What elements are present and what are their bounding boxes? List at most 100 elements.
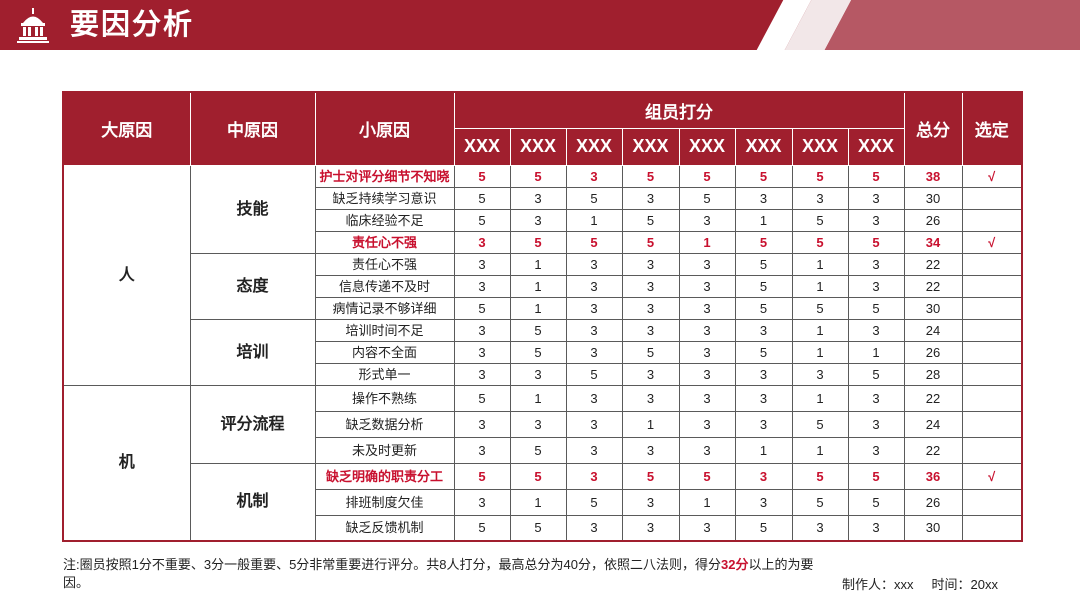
score-cell: 3 <box>678 208 736 232</box>
select-cell: √ <box>961 230 1023 254</box>
score-cell: 1 <box>791 340 849 364</box>
score-cell: 3 <box>565 514 623 542</box>
score-cell: 3 <box>678 384 736 412</box>
table-row: 缺乏持续学习意识 5 3 5 3 5 3 3 3 30 <box>63 186 1023 210</box>
score-cell: 5 <box>453 384 511 412</box>
mid-cause-cell: 评分流程 <box>189 384 316 464</box>
score-cell: 5 <box>791 488 849 516</box>
score-cell: 1 <box>678 488 736 516</box>
small-cause-cell: 排班制度欠佳 <box>314 488 455 516</box>
score-cell: 3 <box>678 362 736 386</box>
select-cell <box>961 274 1023 298</box>
score-cell: 3 <box>847 436 905 464</box>
small-cause-cell: 操作不熟练 <box>314 384 455 412</box>
score-cell: 1 <box>791 436 849 464</box>
select-cell <box>961 252 1023 276</box>
select-cell <box>961 186 1023 210</box>
table-row: 未及时更新 3 5 3 3 3 1 1 3 22 <box>63 436 1023 464</box>
small-cause-cell: 形式单一 <box>314 362 455 386</box>
header-select: 选定 <box>961 91 1023 166</box>
credit-line: 制作人：xxx 时间：20xx <box>842 574 998 593</box>
score-cell: 5 <box>509 164 567 188</box>
score-cell: 5 <box>453 186 511 210</box>
header-row: 大原因 中原因 小原因 组员打分 总分 选定 <box>62 91 1023 166</box>
score-cell: 1 <box>509 296 567 320</box>
small-cause-cell: 护士对评分细节不知晓 <box>314 164 455 188</box>
score-cell: 5 <box>678 462 736 490</box>
table-row: 机制 缺乏明确的职责分工 5 5 3 5 5 3 5 5 36 √ <box>63 462 1023 542</box>
score-cell: 5 <box>847 230 905 254</box>
table-row: 机评分流程 操作不熟练 5 1 3 3 3 3 1 3 22 <box>62 384 1023 542</box>
score-cell: 1 <box>791 274 849 298</box>
total-cell: 24 <box>903 410 963 438</box>
small-cause-cell: 缺乏明确的职责分工 <box>314 462 455 490</box>
footnote-text: 注:圈员按照1分不重要、3分一般重要、5分非常重要进行评分。共8人打分，最高总分… <box>63 557 721 572</box>
select-cell <box>961 384 1023 412</box>
score-cell: 5 <box>621 462 680 490</box>
score-cell: 3 <box>847 410 905 438</box>
footnote: 注:圈员按照1分不重要、3分一般重要、5分非常重要进行评分。共8人打分，最高总分… <box>63 556 823 592</box>
score-cell: 5 <box>565 230 623 254</box>
header-member: XXX <box>791 127 849 166</box>
score-cell: 3 <box>565 462 623 490</box>
big-cause-cell: 机 <box>62 384 191 542</box>
header-member: XXX <box>847 127 905 166</box>
score-cell: 5 <box>565 186 623 210</box>
score-cell: 1 <box>734 436 793 464</box>
score-cell: 3 <box>621 488 680 516</box>
score-cell: 5 <box>453 208 511 232</box>
score-cell: 3 <box>847 318 905 342</box>
total-cell: 30 <box>903 186 963 210</box>
table-row: 人技能 护士对评分细节不知晓 5 5 3 5 5 5 5 5 38 √ <box>62 164 1023 386</box>
score-cell: 3 <box>847 274 905 298</box>
mid-cause-cell: 态度 <box>189 252 316 320</box>
score-cell: 3 <box>791 514 849 542</box>
score-cell: 1 <box>847 340 905 364</box>
score-cell: 1 <box>509 384 567 412</box>
score-cell: 5 <box>734 340 793 364</box>
page-title: 要因分析 <box>70 9 195 41</box>
score-cell: 3 <box>847 252 905 276</box>
score-cell: 1 <box>678 230 736 254</box>
total-cell: 28 <box>903 362 963 386</box>
score-cell: 3 <box>734 410 793 438</box>
total-cell: 22 <box>903 436 963 464</box>
score-cell: 3 <box>734 186 793 210</box>
score-cell: 3 <box>678 340 736 364</box>
score-cell: 5 <box>791 462 849 490</box>
small-cause-cell: 缺乏持续学习意识 <box>314 186 455 210</box>
header-total: 总分 <box>903 91 963 166</box>
score-cell: 3 <box>621 318 680 342</box>
select-cell <box>961 514 1023 542</box>
score-cell: 3 <box>847 186 905 210</box>
table-row: 责任心不强 3 5 5 5 1 5 5 5 34 √ <box>63 230 1023 254</box>
score-cell: 5 <box>509 436 567 464</box>
score-cell: 3 <box>565 274 623 298</box>
score-cell: 5 <box>734 274 793 298</box>
total-cell: 26 <box>903 488 963 516</box>
score-cell: 5 <box>621 208 680 232</box>
total-cell: 30 <box>903 514 963 542</box>
score-cell: 1 <box>509 488 567 516</box>
score-cell: 5 <box>734 230 793 254</box>
score-cell: 3 <box>565 340 623 364</box>
select-cell <box>961 436 1023 464</box>
score-cell: 3 <box>453 230 511 254</box>
header-member: XXX <box>565 127 623 166</box>
score-cell: 5 <box>509 340 567 364</box>
mid-cause-cell: 培训 <box>189 318 316 386</box>
select-cell <box>961 318 1023 342</box>
total-cell: 26 <box>903 340 963 364</box>
score-cell: 3 <box>847 384 905 412</box>
score-cell: 1 <box>791 318 849 342</box>
header-small-cause: 小原因 <box>314 91 455 166</box>
score-cell: 3 <box>565 164 623 188</box>
score-cell: 3 <box>565 410 623 438</box>
score-cell: 3 <box>734 488 793 516</box>
score-cell: 5 <box>509 318 567 342</box>
score-cell: 3 <box>678 296 736 320</box>
score-cell: 3 <box>734 384 793 412</box>
score-cell: 3 <box>453 274 511 298</box>
total-cell: 30 <box>903 296 963 320</box>
score-cell: 3 <box>621 436 680 464</box>
